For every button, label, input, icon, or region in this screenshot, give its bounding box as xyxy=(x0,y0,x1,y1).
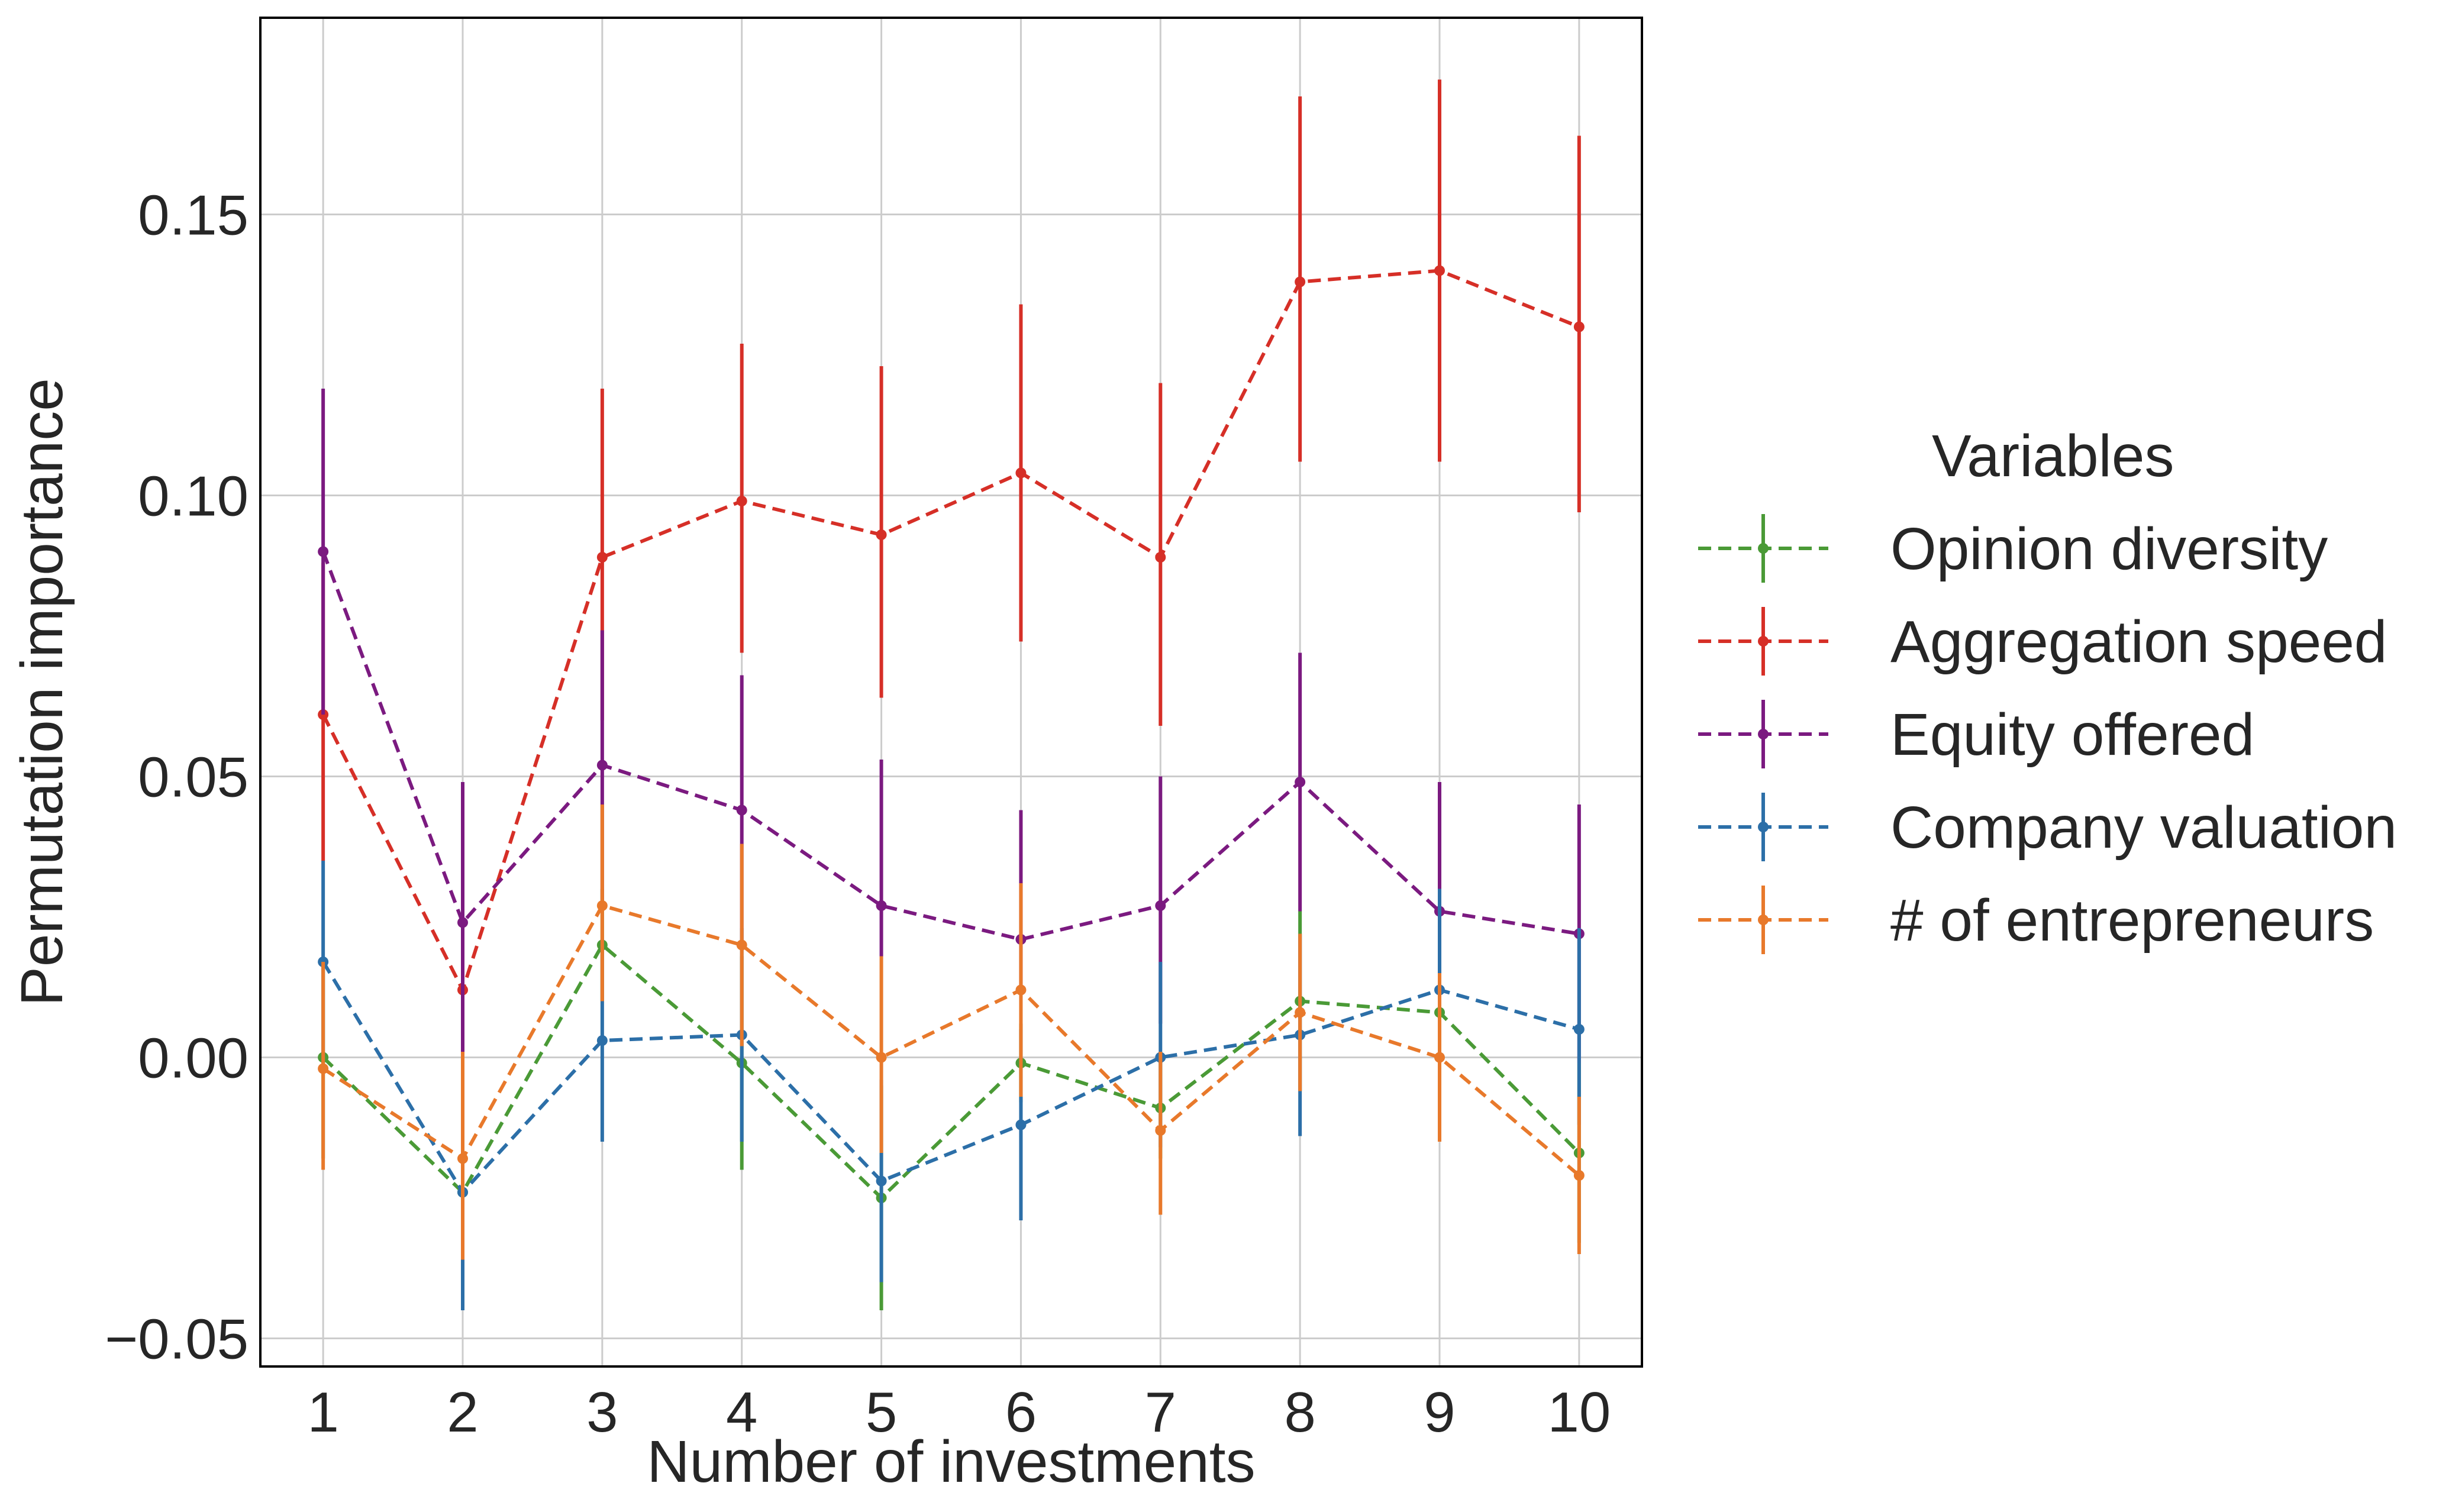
legend-label: Aggregation speed xyxy=(1890,609,2387,675)
legend-label: Equity offered xyxy=(1890,702,2254,768)
x-tick-label: 10 xyxy=(1547,1381,1611,1444)
data-point xyxy=(596,900,608,911)
legend-swatch-marker xyxy=(1758,915,1769,925)
data-point xyxy=(1573,1024,1585,1035)
data-point xyxy=(1155,1125,1166,1136)
legend-swatch-marker xyxy=(1758,543,1769,554)
legend-item: Equity offered xyxy=(1698,700,2254,768)
legend: Variables Opinion diversity Aggregation s… xyxy=(1698,423,2397,954)
legend-item: # of entrepreneurs xyxy=(1698,886,2374,954)
series-line xyxy=(321,961,1580,1196)
plot-area xyxy=(259,17,1643,1368)
x-tick-label: 3 xyxy=(586,1381,618,1444)
data-point xyxy=(1573,321,1585,332)
x-tick-label: 6 xyxy=(1005,1381,1037,1444)
x-axis-title: Number of investments xyxy=(647,1429,1255,1495)
legend-item: Company valuation xyxy=(1698,793,2397,861)
series-line xyxy=(322,903,1580,1177)
data-point xyxy=(1015,1119,1027,1130)
x-axis-ticks: 1 2 3 4 5 6 7 8 9 10 xyxy=(307,1381,1611,1444)
x-tick-label: 9 xyxy=(1424,1381,1455,1444)
data-point xyxy=(736,496,747,506)
x-tick-label: 5 xyxy=(866,1381,897,1444)
legend-items: Opinion diversity Aggregation speed Equity… xyxy=(1698,514,2397,954)
data-point xyxy=(596,552,608,563)
y-tick-label: 0.15 xyxy=(138,184,249,247)
data-point xyxy=(1295,777,1306,787)
data-point xyxy=(457,917,468,928)
legend-item: Aggregation speed xyxy=(1698,607,2387,676)
data-point xyxy=(1015,984,1027,996)
data-point xyxy=(1573,1170,1585,1181)
data-point xyxy=(596,1035,608,1046)
x-tick-label: 7 xyxy=(1145,1381,1176,1444)
y-tick-label: −0.05 xyxy=(105,1308,249,1371)
series-layer xyxy=(318,79,1585,1310)
data-point xyxy=(876,900,887,911)
legend-label: # of entrepreneurs xyxy=(1890,887,2374,954)
legend-title: Variables xyxy=(1932,423,2174,489)
series-line xyxy=(321,269,1580,995)
data-point xyxy=(318,1063,329,1074)
legend-swatch-marker xyxy=(1758,636,1769,647)
data-point xyxy=(1434,265,1445,276)
series-4 xyxy=(318,805,1585,1260)
data-point xyxy=(876,1175,887,1187)
y-axis-title: Permutation importance xyxy=(9,378,75,1006)
data-point xyxy=(1015,467,1027,479)
data-point xyxy=(876,1052,887,1063)
y-tick-label: 0.05 xyxy=(138,746,249,809)
data-point xyxy=(1295,1007,1306,1018)
x-tick-label: 4 xyxy=(726,1381,757,1444)
data-point xyxy=(457,1153,468,1164)
legend-swatch-marker xyxy=(1758,822,1769,832)
data-point xyxy=(736,805,747,816)
data-point xyxy=(876,529,887,540)
y-tick-label: 0.10 xyxy=(138,465,249,528)
data-point xyxy=(1434,1052,1445,1063)
legend-swatch-marker xyxy=(1758,729,1769,739)
x-tick-label: 8 xyxy=(1284,1381,1315,1444)
series-line xyxy=(322,942,1580,1201)
data-point xyxy=(596,760,608,771)
x-tick-label: 1 xyxy=(307,1381,338,1444)
data-point xyxy=(736,939,747,951)
y-tick-label: 0.00 xyxy=(138,1027,249,1090)
data-point xyxy=(1155,900,1166,911)
y-axis-ticks: −0.05 0.00 0.05 0.10 0.15 xyxy=(105,184,249,1371)
data-point xyxy=(1155,552,1166,563)
legend-item: Opinion diversity xyxy=(1698,514,2328,583)
series-line xyxy=(321,551,1580,942)
data-point xyxy=(1295,276,1306,287)
legend-label: Opinion diversity xyxy=(1890,516,2328,582)
data-point xyxy=(318,546,329,557)
legend-label: Company valuation xyxy=(1890,794,2397,861)
plot-frame xyxy=(259,17,1643,1368)
x-tick-label: 2 xyxy=(447,1381,478,1444)
